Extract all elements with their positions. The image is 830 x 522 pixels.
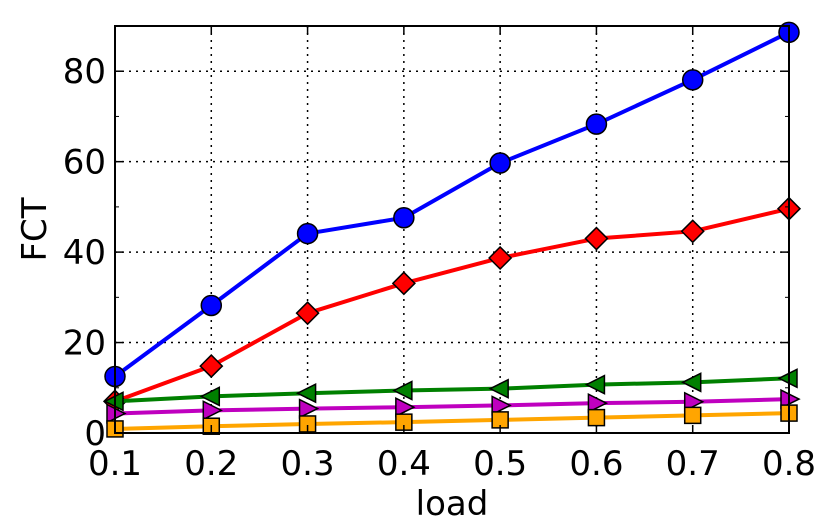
data-point: [199, 354, 224, 379]
data-point: [295, 382, 317, 404]
y-tick-label: 40: [63, 233, 106, 273]
data-point: [199, 386, 221, 407]
plot-frame: [114, 25, 790, 434]
data-point: [585, 113, 608, 135]
series-line: [114, 397, 790, 416]
x-tick-label: 0.6: [569, 444, 623, 484]
data-point: [584, 226, 609, 251]
series-line: [114, 376, 790, 404]
data-point: [491, 395, 512, 416]
x-tick-label: 0.1: [88, 444, 142, 484]
x-tick-label: 0.3: [281, 444, 335, 484]
data-point: [296, 222, 319, 245]
data-point: [393, 206, 415, 229]
data-point: [202, 400, 223, 421]
x-axis-label: load: [416, 484, 489, 522]
data-point: [392, 380, 413, 401]
data-point: [395, 397, 416, 418]
x-tick-label: 0.8: [762, 444, 816, 484]
x-tick-label: 0.5: [473, 444, 527, 484]
data-point: [587, 408, 606, 427]
data-point: [681, 69, 704, 91]
series-triangle-left: [103, 368, 798, 412]
x-tick-label: 0.2: [184, 444, 238, 484]
y-tick-label: 0: [84, 414, 106, 454]
data-point: [200, 294, 223, 317]
y-tick-label: 80: [63, 52, 106, 92]
y-tick-label: 20: [63, 324, 106, 364]
x-tick-label: 0.7: [666, 444, 720, 484]
data-point: [681, 372, 702, 393]
x-tick-label: 0.4: [377, 444, 431, 484]
data-point: [584, 374, 606, 395]
series-line: [114, 411, 790, 431]
data-point: [488, 245, 513, 271]
data-point: [587, 392, 609, 414]
axis-ticks: 0.1 0.2 0.3 0.4 0.5 0.6 0.7 0.8 0 20 40 60 80: [63, 26, 816, 484]
data-point: [391, 271, 416, 296]
data-point: [488, 378, 509, 399]
y-axis-label: FCT: [15, 197, 55, 261]
series-line: [114, 206, 790, 404]
series-diamond: [102, 196, 802, 414]
plot-area: [115, 26, 789, 433]
data-point: [683, 406, 702, 425]
data-point: [680, 219, 705, 244]
data-point: [298, 398, 320, 419]
data-point: [683, 391, 705, 413]
series-line: [113, 30, 790, 379]
data-point: [295, 301, 320, 326]
data-point: [489, 152, 511, 174]
y-tick-label: 60: [63, 143, 106, 183]
